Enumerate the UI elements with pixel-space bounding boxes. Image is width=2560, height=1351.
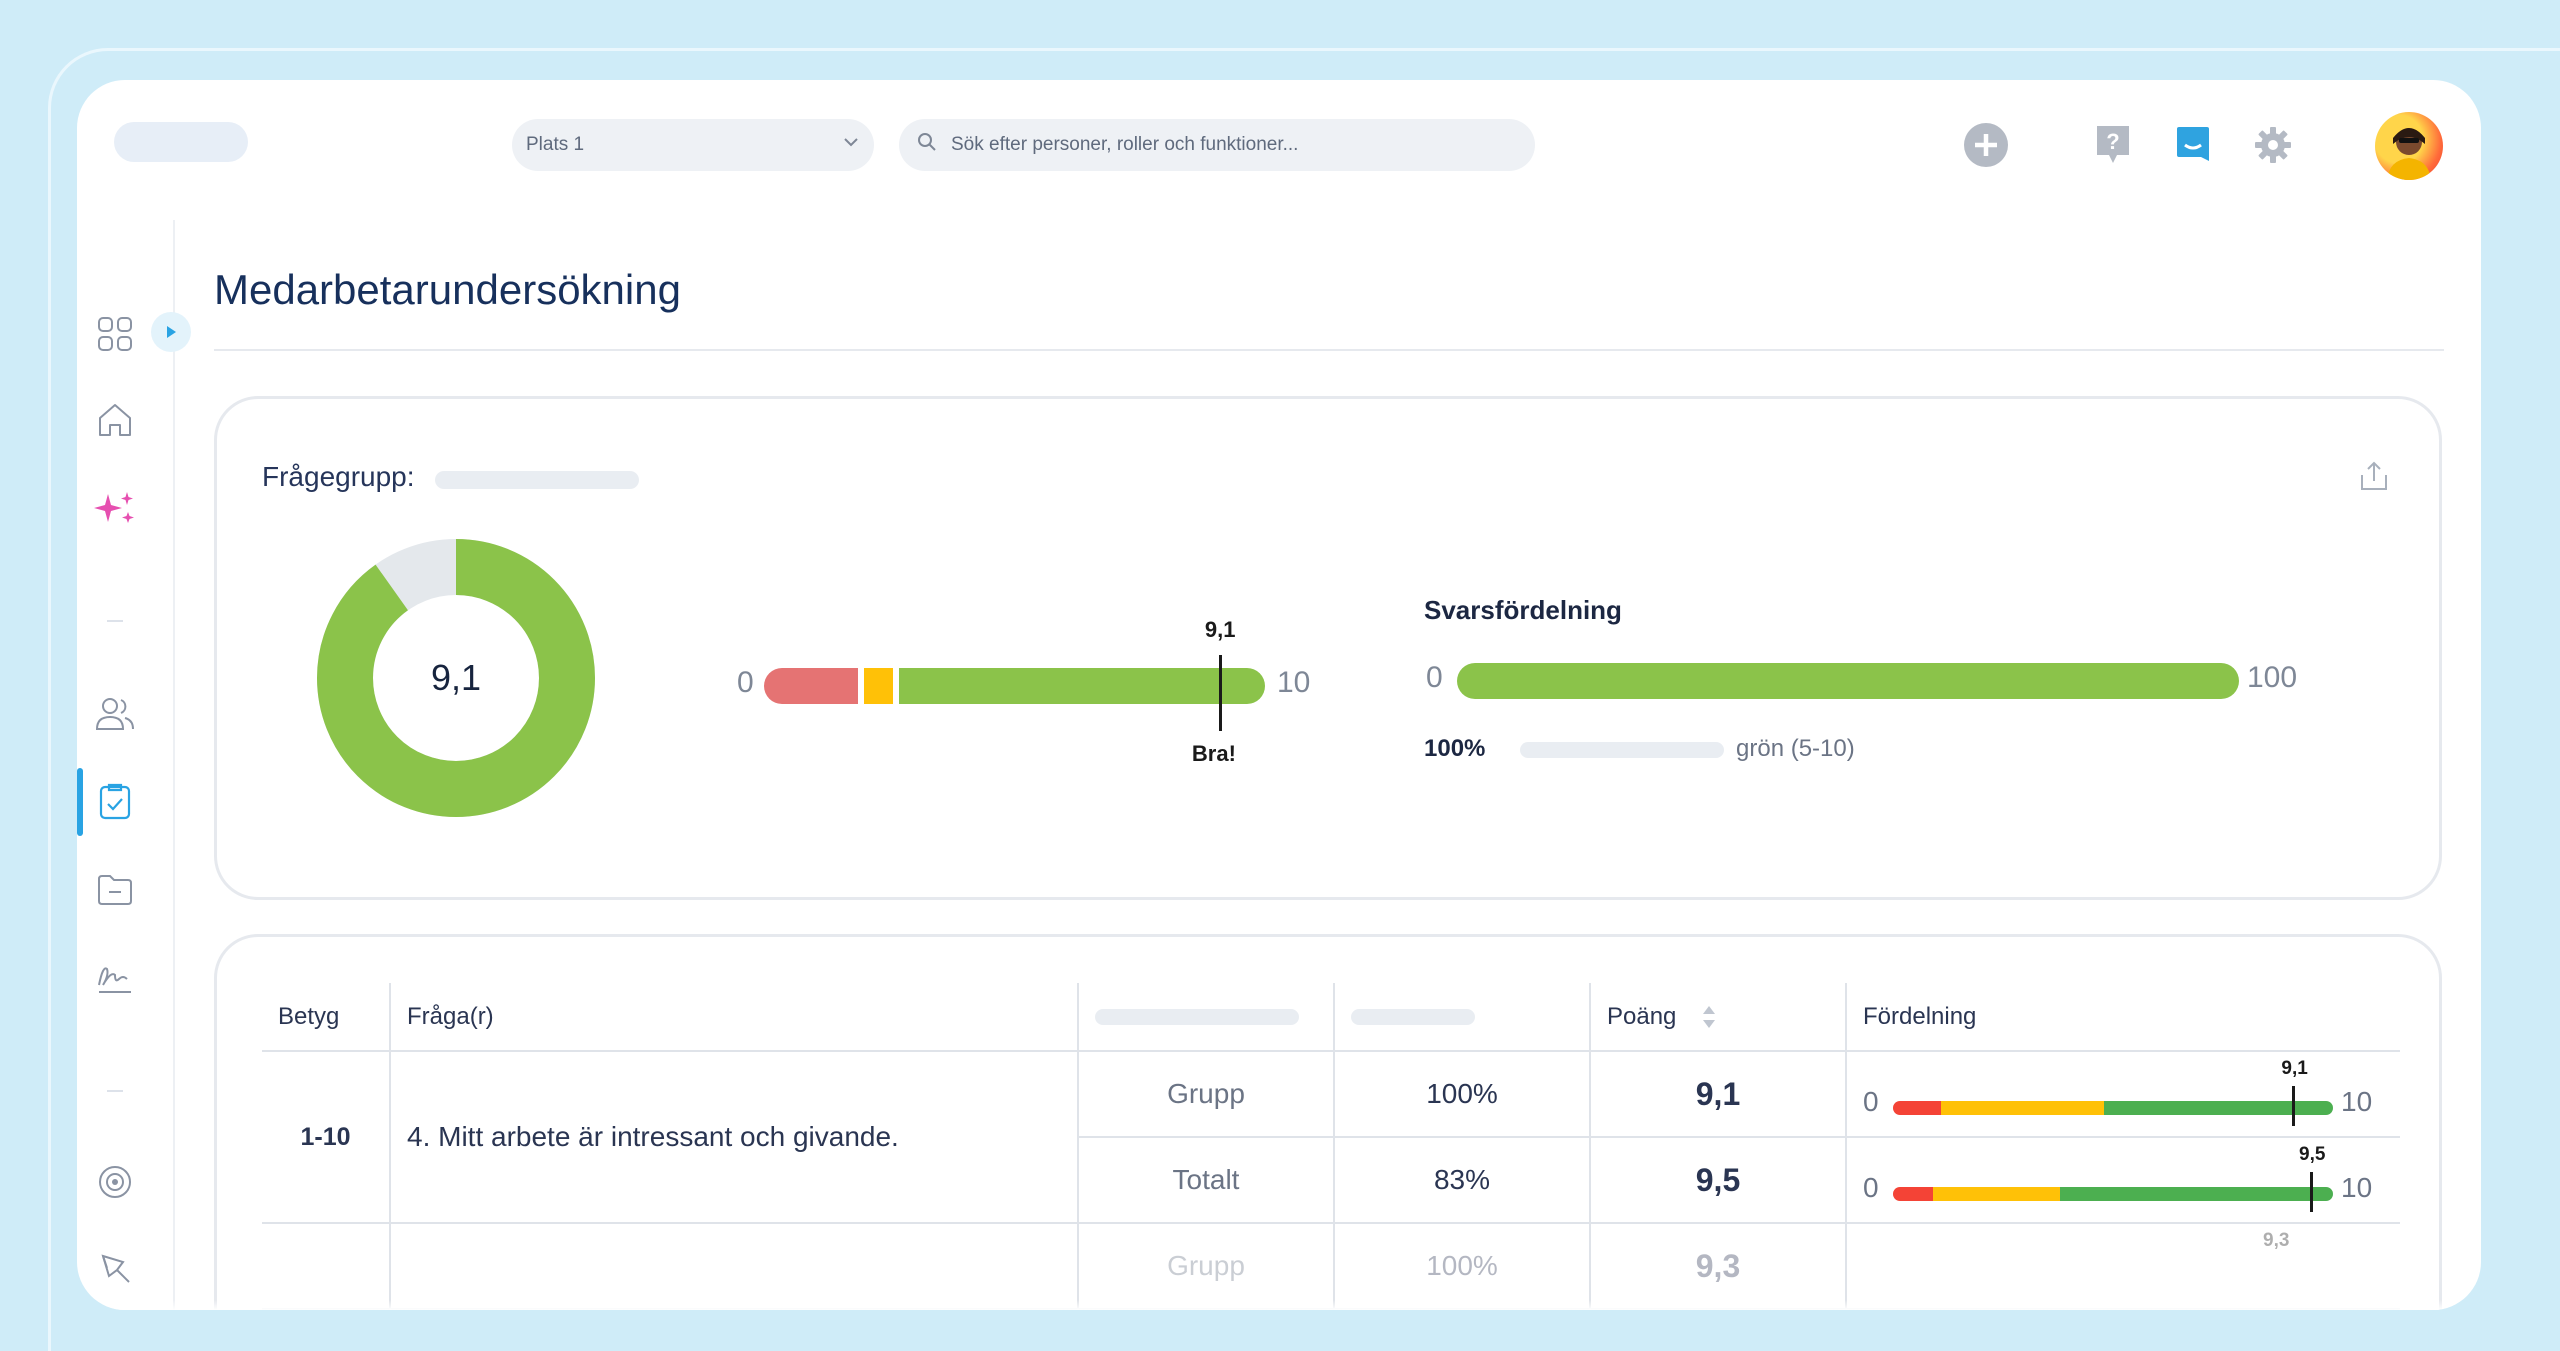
sidebar-divider	[107, 620, 123, 622]
home-icon[interactable]	[91, 396, 139, 444]
score-gauge: 0 9,1 Bra! 10	[737, 589, 1317, 766]
survey-check-icon[interactable]	[91, 778, 139, 826]
row-question: 4. Mitt arbete är intressant och givande…	[389, 1051, 1078, 1224]
scroll-fade	[77, 1300, 2481, 1310]
app-window: Plats 1 Sök efter personer, roller och f…	[77, 80, 2481, 1310]
mini-distribution-bar	[1893, 1187, 2333, 1201]
row-grade: 1-10	[262, 1051, 390, 1224]
mini-marker-value: 9,5	[2299, 1144, 2326, 1165]
sparkle-ai-icon[interactable]	[91, 484, 139, 532]
mini-marker	[2310, 1172, 2313, 1212]
app-frame	[48, 48, 2560, 1351]
row-percent-group: 100%	[1333, 1051, 1590, 1138]
question-group-label: Frågegrupp:	[262, 461, 415, 492]
distribution-placeholder	[1520, 742, 1724, 758]
table-header-row: Betyg Fråga(r) Poäng Fördelning	[262, 983, 2400, 1052]
mini-marker-value: 9,3	[2263, 1230, 2290, 1251]
question-group-value-placeholder[interactable]	[435, 471, 639, 489]
mini-max-label: 10	[2341, 1172, 2373, 1203]
header-score-label: Poäng	[1607, 1002, 1677, 1030]
sidebar-active-indicator	[77, 768, 83, 836]
page-title: Medarbetarundersökning	[214, 266, 681, 313]
row-percent-next: 100%	[1333, 1223, 1590, 1310]
score-donut-chart	[317, 539, 595, 817]
distribution-max-label: 100	[2247, 661, 2298, 694]
row-label-group: Grupp	[1077, 1051, 1334, 1138]
distribution-percent: 100%	[1424, 735, 1486, 762]
questions-table-card: Betyg Fråga(r) Poäng Fördelning 1-10 4. …	[214, 934, 2442, 1310]
target-icon[interactable]	[91, 1158, 139, 1206]
row-score-group: 9,1	[1589, 1051, 1846, 1138]
mini-min-label: 0	[1863, 1172, 1879, 1203]
donut-value-arc	[317, 539, 595, 817]
gauge-yellow-segment	[864, 668, 893, 704]
gauge-marker	[1218, 655, 1222, 731]
sidebar	[77, 220, 175, 1310]
gauge-max-label: 10	[1277, 666, 1311, 699]
distribution-legend: grön (5-10)	[1736, 735, 1855, 762]
distribution-title: Svarsfördelning	[1424, 595, 1622, 625]
apps-grid-icon[interactable]	[91, 310, 139, 358]
header-score[interactable]: Poäng	[1589, 983, 1846, 1052]
title-divider	[214, 349, 2444, 351]
row-score-total: 9,5	[1589, 1137, 1846, 1224]
gauge-green-segment	[899, 668, 1265, 704]
sidebar-divider-2	[107, 1090, 123, 1092]
gauge-red-segment	[764, 668, 858, 704]
mini-min-label: 0	[1863, 1086, 1879, 1117]
questions-table: Betyg Fråga(r) Poäng Fördelning 1-10 4. …	[262, 983, 2400, 1310]
sidebar-expand-button[interactable]	[151, 312, 191, 352]
logo-placeholder[interactable]	[114, 122, 248, 162]
row-distribution-next: 9,3	[1845, 1223, 2400, 1310]
row-distribution-group: 0 9,1 10	[1845, 1051, 2400, 1138]
donut-score-value: 9,1	[430, 657, 482, 698]
table-row: Totalt 83% 9,5 0 9,5 10	[262, 1137, 2400, 1224]
folder-icon[interactable]	[91, 866, 139, 914]
svg-text:?: ?	[2106, 129, 2119, 154]
gauge-marker-value: 9,1	[1204, 617, 1236, 642]
row-label-total: Totalt	[1077, 1137, 1334, 1224]
header-grade: Betyg	[262, 983, 390, 1052]
row-distribution-total: 0 9,5 10	[1845, 1137, 2400, 1224]
mini-marker-value: 9,1	[2281, 1058, 2308, 1079]
table-row: 1-10 4. Mitt arbete är intressant och gi…	[262, 1051, 2400, 1224]
header-placeholder-2	[1333, 983, 1590, 1052]
sort-icon	[1703, 1006, 1716, 1029]
search-input[interactable]: Sök efter personer, roller och funktione…	[899, 119, 1535, 171]
mini-distribution-bar	[1893, 1101, 2333, 1115]
table-row: Grupp 100% 9,3 9,3	[262, 1223, 2400, 1310]
chat-icon[interactable]	[2168, 120, 2218, 170]
add-icon[interactable]	[1961, 120, 2011, 170]
search-placeholder: Sök efter personer, roller och funktione…	[951, 134, 1299, 155]
location-select[interactable]: Plats 1	[512, 119, 874, 171]
distribution-bar	[1457, 663, 2239, 699]
play-arrow-icon	[167, 326, 176, 338]
mini-max-label: 10	[2341, 1086, 2373, 1117]
mini-marker	[2292, 1086, 2296, 1126]
user-avatar[interactable]	[2375, 112, 2443, 180]
header-question: Fråga(r)	[389, 983, 1078, 1052]
row-label-next: Grupp	[1077, 1223, 1334, 1310]
settings-gear-icon[interactable]	[2248, 120, 2298, 170]
rocket-icon[interactable]	[91, 1244, 139, 1292]
users-icon[interactable]	[91, 690, 139, 738]
search-icon	[917, 132, 951, 158]
summary-card: Frågegrupp: 9,1 0 9,1 Bra! 10 Svarsförde…	[214, 396, 2442, 900]
header-placeholder-1	[1077, 983, 1334, 1052]
distribution-min-label: 0	[1426, 661, 1443, 694]
chevron-down-icon	[842, 133, 860, 157]
gauge-verdict: Bra!	[1191, 741, 1236, 766]
share-export-icon[interactable]	[2357, 459, 2391, 498]
signature-icon[interactable]	[91, 954, 139, 1002]
row-percent-total: 83%	[1333, 1137, 1590, 1224]
header-distribution: Fördelning	[1845, 983, 2400, 1052]
location-select-value: Plats 1	[526, 134, 585, 155]
row-score-next: 9,3	[1589, 1223, 1846, 1310]
help-icon[interactable]: ?	[2088, 120, 2138, 170]
gauge-min-label: 0	[737, 666, 754, 699]
